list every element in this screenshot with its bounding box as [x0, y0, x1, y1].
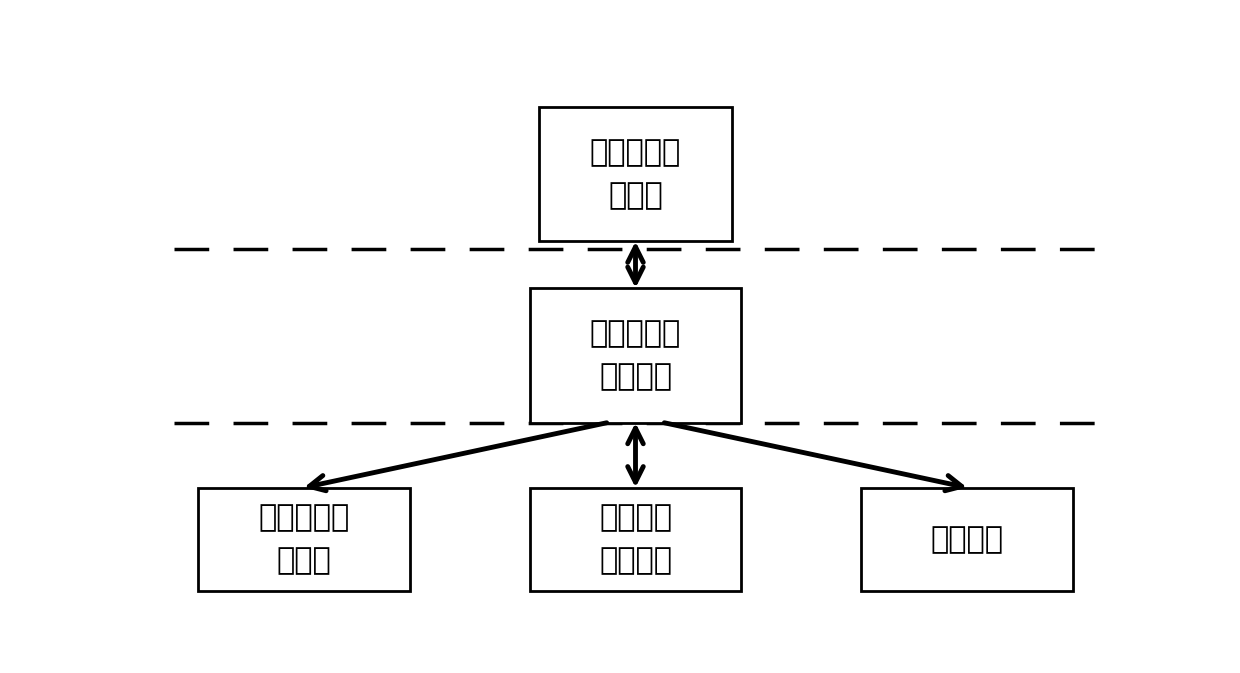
Text: 开关、电源
等电路: 开关、电源 等电路 [258, 503, 350, 575]
Bar [529, 487, 742, 591]
Bar [198, 487, 409, 591]
Text: 视觉系统: 视觉系统 [930, 525, 1003, 554]
Bar [862, 487, 1073, 591]
Text: 远程主机控
制系统: 远程主机控 制系统 [590, 138, 681, 210]
Text: 底层电机
驱动系统: 底层电机 驱动系统 [599, 503, 672, 575]
Bar [539, 106, 732, 242]
Text: 机器人本体
控制系统: 机器人本体 控制系统 [590, 320, 681, 391]
Bar [529, 288, 742, 423]
